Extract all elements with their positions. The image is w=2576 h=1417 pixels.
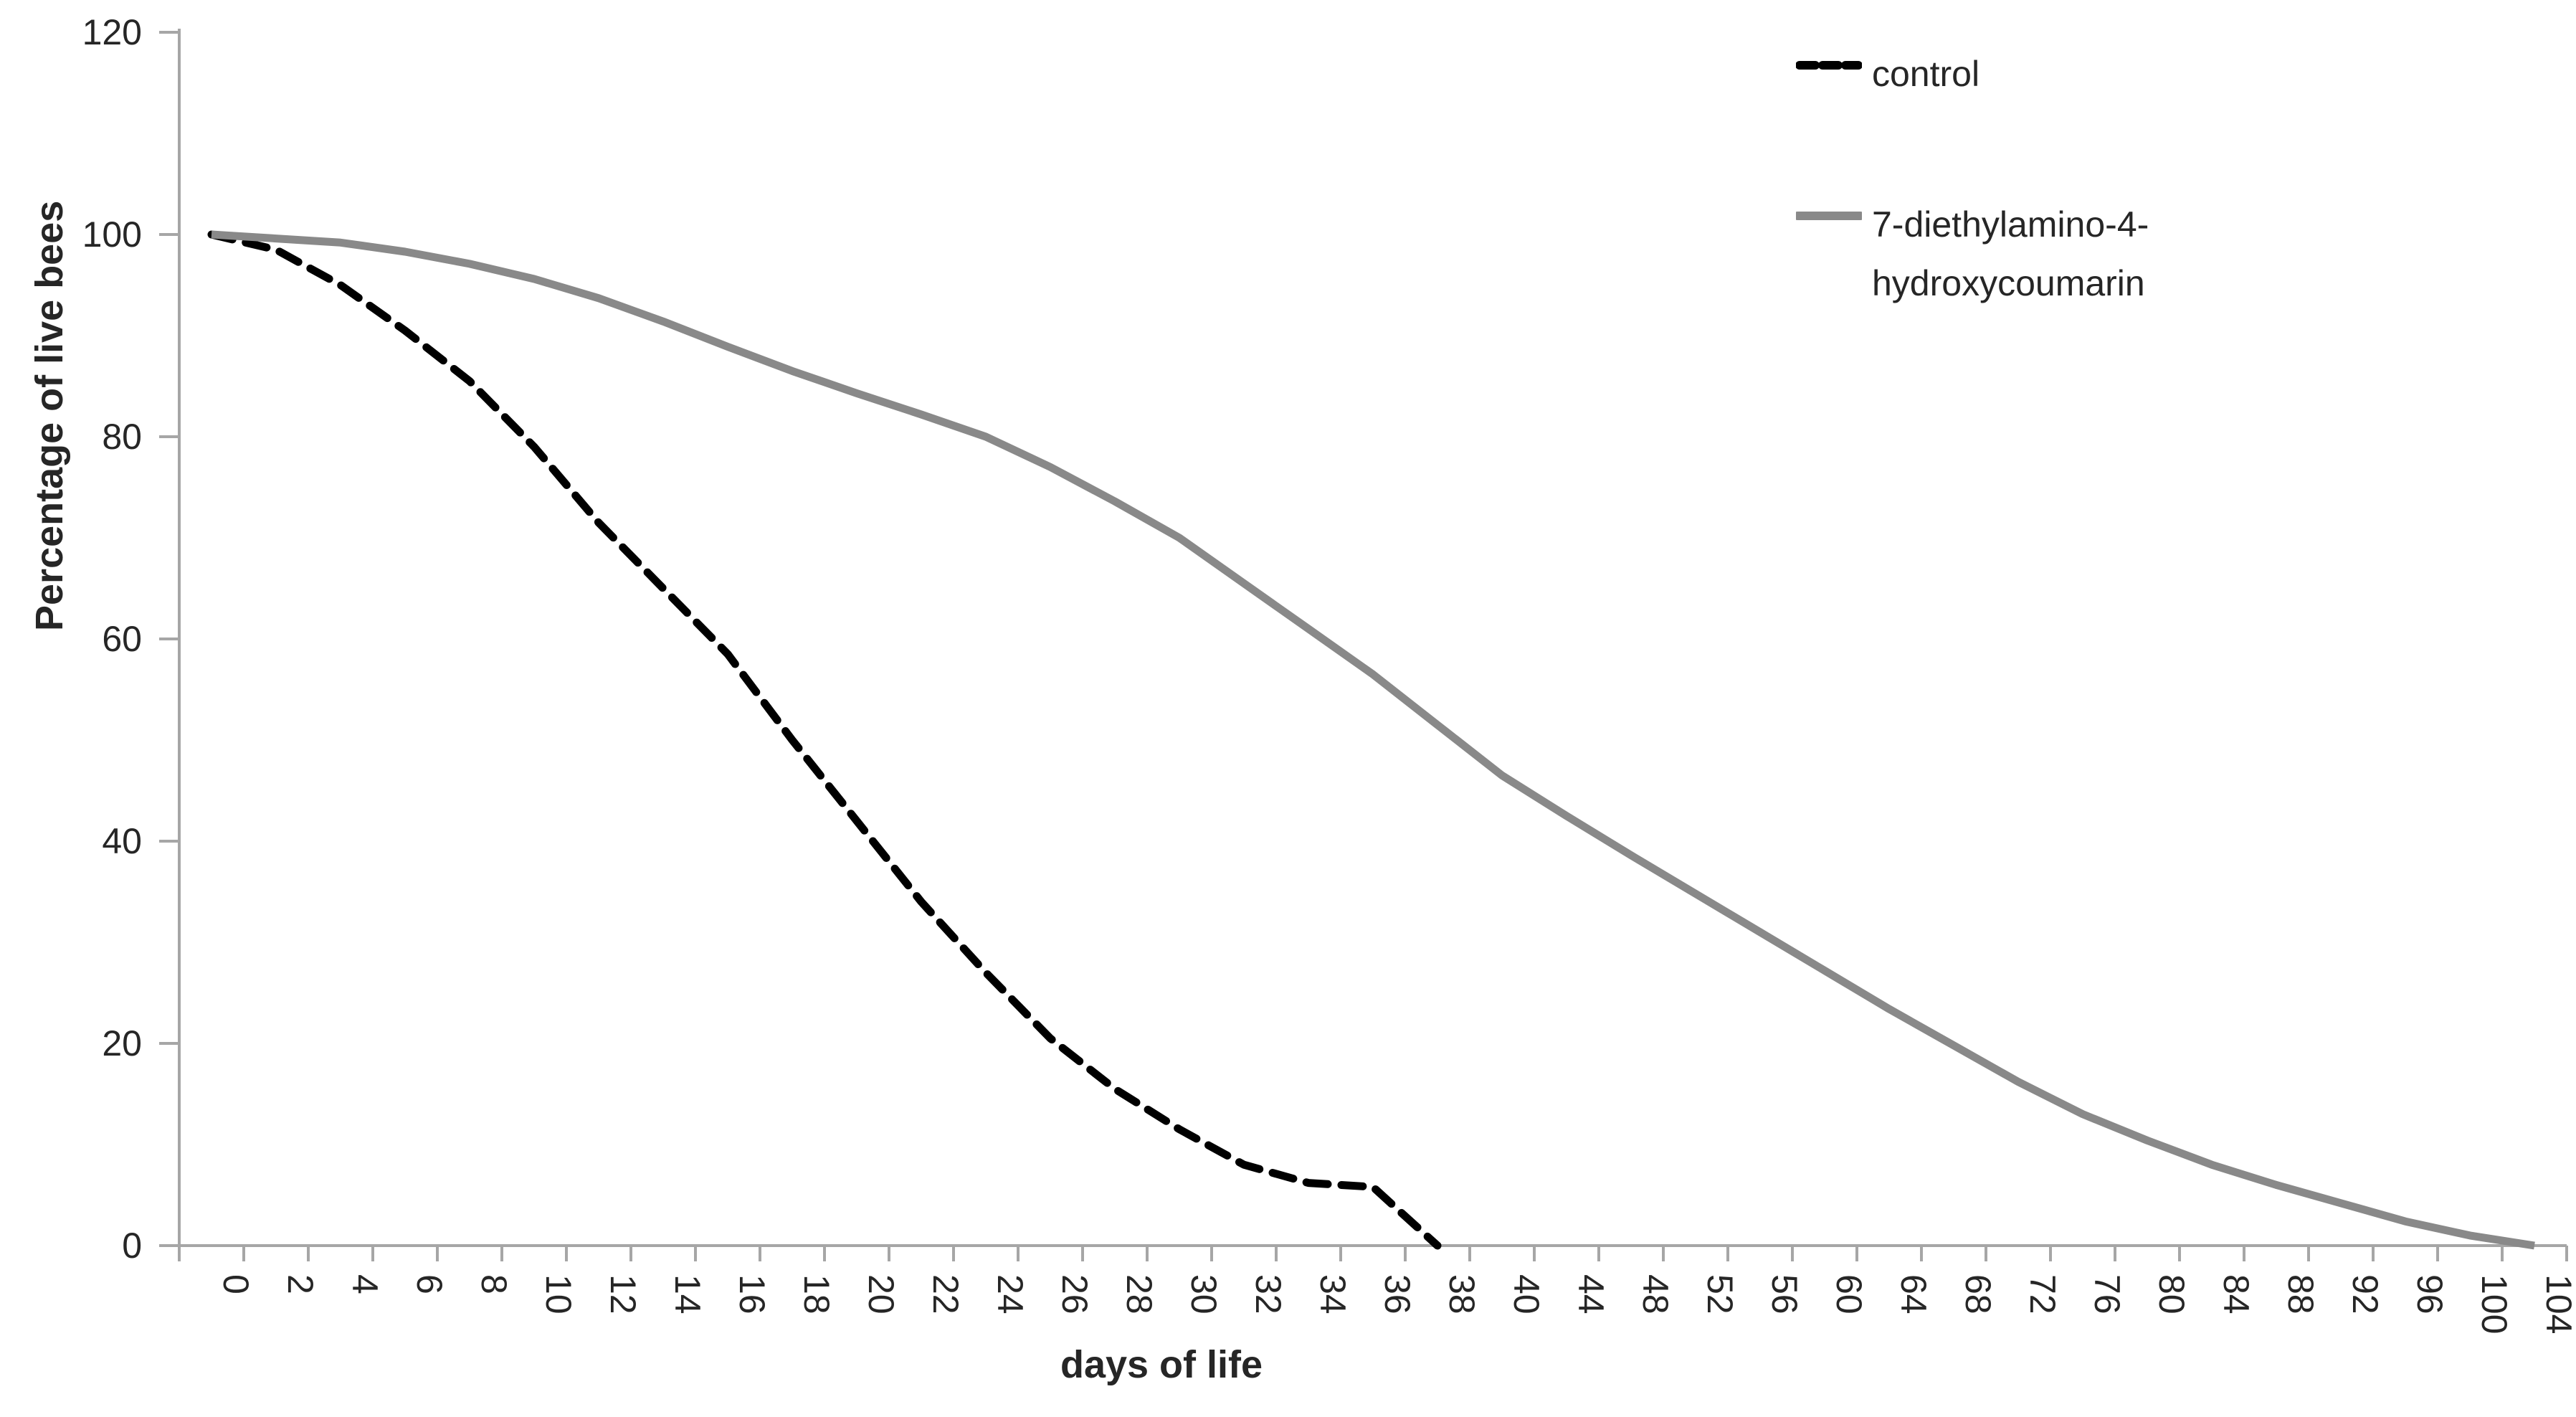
y-tick-label: 100 [82,214,142,255]
x-tick-label: 20 [861,1274,901,1314]
x-tick-label: 104 [2539,1274,2576,1334]
treatment-solid-line-icon [1796,212,1862,220]
x-tick-label: 34 [1313,1274,1353,1314]
y-tick-label: 60 [102,619,142,659]
x-tick-label: 68 [1958,1274,1998,1314]
y-tick-label: 20 [102,1023,142,1063]
x-tick-label: 92 [2345,1274,2385,1314]
y-axis-title: Percentage of live bees [28,200,71,631]
x-tick-label: 52 [1700,1274,1740,1314]
x-tick-label: 30 [1184,1274,1224,1314]
x-tick-label: 64 [1893,1274,1934,1314]
x-tick-label: 72 [2023,1274,2063,1314]
x-tick-label: 76 [2087,1274,2127,1314]
x-tick-label: 10 [538,1274,579,1314]
x-tick-label: 80 [2152,1274,2192,1314]
x-tick-label: 44 [1571,1274,1611,1314]
x-tick-label: 88 [2281,1274,2321,1314]
x-tick-label: 28 [1119,1274,1159,1314]
x-tick-label: 8 [474,1274,514,1294]
legend-label-treatment: 7-diethylamino-4- hydroxycoumarin [1872,195,2149,313]
series-line-control [207,230,1442,1250]
x-tick-label: 60 [1829,1274,1869,1314]
x-tick-label: 84 [2216,1274,2256,1314]
x-tick-label: 26 [1055,1274,1095,1314]
x-axis-title: days of life [1060,1343,1263,1386]
y-tick-label: 80 [102,417,142,457]
legend-label-treatment-line2: hydroxycoumarin [1872,263,2145,303]
y-tick-label: 40 [102,821,142,861]
x-tick-label: 36 [1377,1274,1417,1314]
x-tick-label: 2 [280,1274,320,1294]
x-tick-label: 48 [1635,1274,1676,1314]
x-tick-label: 32 [1248,1274,1288,1314]
legend-label-control: control [1872,54,1980,94]
control-dashed-line-icon [1796,61,1862,70]
x-tick-label: 14 [667,1274,708,1314]
x-tick-label: 18 [797,1274,837,1314]
y-tick-label: 0 [122,1226,142,1266]
x-tick-label: 12 [603,1274,643,1314]
legend-label-treatment-line1: 7-diethylamino-4- [1872,204,2149,245]
x-tick-label: 16 [732,1274,772,1314]
x-tick-label: 0 [216,1274,256,1294]
legend-item-treatment: 7-diethylamino-4- hydroxycoumarin [1796,195,2149,313]
x-tick-label: 6 [409,1274,450,1294]
x-tick-label: 56 [1764,1274,1805,1314]
x-tick-label: 38 [1442,1274,1482,1314]
x-tick-label: 22 [926,1274,966,1314]
x-tick-label: 4 [345,1274,385,1294]
x-tick-label: 100 [2474,1274,2514,1334]
legend-item-control: control [1796,44,1979,103]
x-tick-label: 24 [990,1274,1030,1314]
x-tick-label: 40 [1506,1274,1546,1314]
y-tick-label: 120 [82,12,142,52]
x-tick-label: 96 [2410,1274,2450,1314]
series-line-treatment [211,230,2535,1250]
